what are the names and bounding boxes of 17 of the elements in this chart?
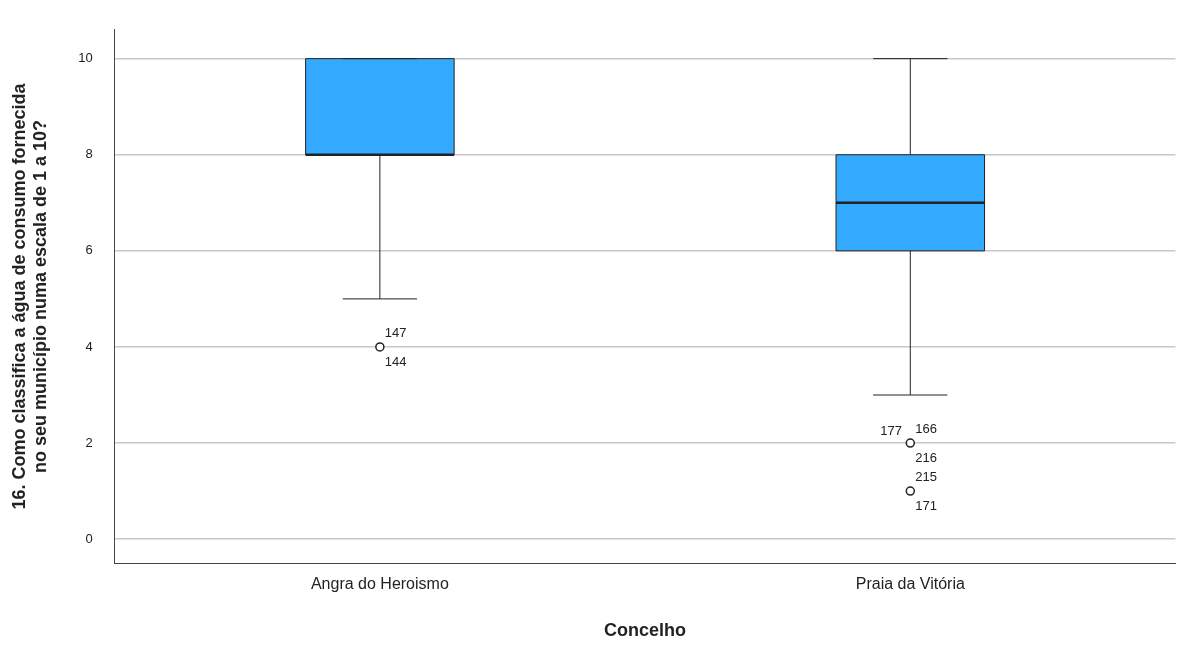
annotation: 215 xyxy=(915,468,937,484)
y-axis-title: 16. Como classifica a água de consumo fornecida no seu município numa escala de 1 a 10? xyxy=(8,82,51,510)
annotation: 166 xyxy=(915,420,937,436)
y-tick-label: 6 xyxy=(85,242,93,258)
x-tick-label: Praia da Vitória xyxy=(855,575,965,593)
annotation: 216 xyxy=(915,449,937,465)
annotation: 147 xyxy=(384,324,407,340)
y-tick-label: 10 xyxy=(78,50,93,66)
y-tick-label: 0 xyxy=(85,530,93,546)
y-tick-label: 8 xyxy=(85,146,93,162)
x-tick-label: Angra do Heroismo xyxy=(310,575,449,593)
x-axis-title: Concelho xyxy=(604,620,687,641)
y-tick-label: 4 xyxy=(85,338,93,354)
y-tick-label: 2 xyxy=(85,434,93,450)
annotation: 177 xyxy=(880,422,902,438)
annotation: 171 xyxy=(915,497,937,513)
annotation: 144 xyxy=(384,353,407,369)
